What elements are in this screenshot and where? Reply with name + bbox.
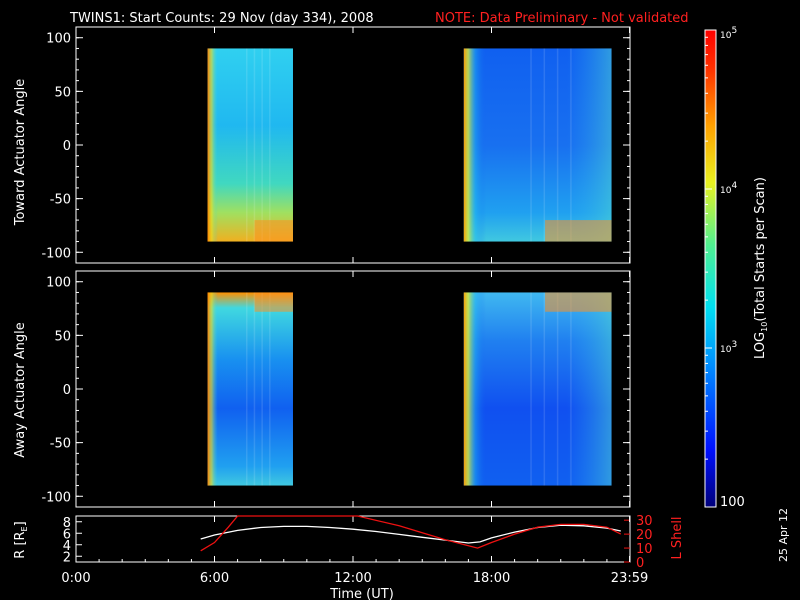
- heatmap-streak: [246, 48, 248, 242]
- preliminary-note: NOTE: Data Preliminary - Not validated: [435, 11, 689, 26]
- x-axis-label: Time (UT): [329, 587, 394, 600]
- colorbar-label-prefix: LOG: [753, 332, 768, 359]
- heatmap-hot-band: [545, 292, 612, 312]
- x-tick-label: 0:00: [61, 571, 90, 586]
- heatmap-streak: [261, 48, 263, 242]
- y-tick-label: -50: [50, 193, 71, 208]
- heatmap-streak: [570, 48, 572, 242]
- heatmap-streak: [570, 292, 572, 486]
- heatmap-streak: [261, 292, 263, 486]
- orbit-y2-tick-label: 10: [636, 542, 653, 557]
- orbit-y2-tick-label: 0: [636, 556, 644, 571]
- orbit-y2label: L Shell: [670, 516, 685, 559]
- colorbar-label-sub: 10: [760, 322, 769, 332]
- orbit-y2-tick-label: 30: [636, 514, 653, 529]
- heatmap-streak: [253, 292, 256, 486]
- orbit-ylabel-sub: E: [20, 526, 29, 531]
- x-tick-label: 18:00: [473, 571, 510, 586]
- y-tick-label: 50: [54, 85, 71, 100]
- orbit-frame: [75, 515, 631, 563]
- heatmap-block-shade: [463, 48, 612, 242]
- x-tick-label: 6:00: [200, 571, 229, 586]
- orbit-lshell-line: [200, 515, 622, 552]
- heatmap-streak: [543, 292, 546, 486]
- heatmap-streak: [246, 292, 248, 486]
- colorbar-tick-exp: 5: [731, 26, 737, 36]
- colorbar-gradient: [704, 29, 717, 508]
- heatmap-streak: [530, 292, 532, 486]
- y-tick-label: -100: [41, 246, 71, 261]
- colorbar-tick-exp: 4: [731, 181, 737, 191]
- heatmap-hot-band: [545, 220, 612, 242]
- colorbar-tick-label: 103: [720, 340, 737, 355]
- toward-actuator-panel: 100 50 0 -50 -100: [41, 26, 631, 264]
- heatmap-hot-band: [254, 220, 293, 242]
- orbit-r-line: [200, 524, 621, 544]
- colorbar-tick-label: 104: [720, 181, 737, 196]
- y-tick-label: 50: [54, 329, 71, 344]
- orbit-y-tick-label: 6: [63, 527, 71, 542]
- heatmap-streak: [253, 48, 256, 242]
- colorbar-label-suffix: (Total Starts per Scan): [753, 177, 768, 322]
- heatmap-streak: [530, 48, 532, 242]
- away-ylabel: Away Actuator Angle: [13, 322, 28, 457]
- heatmap-streak: [556, 48, 559, 242]
- heatmap-block-shade: [207, 48, 293, 242]
- orbit-y-tick-label: 4: [63, 539, 71, 554]
- heatmap-streak: [269, 48, 271, 242]
- colorbar-tick-base: 10: [720, 186, 732, 196]
- orbit-y2-tick-label: 20: [636, 528, 653, 543]
- orbit-y-tick-label: 2: [63, 550, 71, 565]
- orbit-y-tick-label: 8: [63, 516, 71, 531]
- heatmap-block-shade: [207, 292, 293, 486]
- colorbar-tick-base: 10: [720, 345, 732, 355]
- colorbar-label: LOG10(Total Starts per Scan): [753, 177, 769, 359]
- heatmap-streak: [269, 292, 271, 486]
- y-tick-label: -50: [50, 437, 71, 452]
- colorbar-tick-label: 100: [720, 495, 745, 510]
- heatmap-hot-band: [254, 292, 293, 312]
- x-tick-label: 23:59: [611, 571, 648, 586]
- colorbar-tick-exp: 3: [731, 340, 737, 350]
- y-tick-label: -100: [41, 490, 71, 505]
- orbit-ylabel: R [RE]: [13, 521, 29, 558]
- chart-title: TWINS1: Start Counts: 29 Nov (day 334), …: [69, 11, 374, 26]
- date-stamp: 25 Apr 12: [777, 508, 790, 562]
- away-actuator-panel: 100 50 0 -50 -100: [41, 270, 631, 508]
- colorbar-tick-base: 10: [720, 31, 732, 41]
- heatmap-streak: [543, 48, 546, 242]
- x-tick-label: 12:00: [334, 571, 371, 586]
- colorbar-tick-base: 100: [720, 495, 745, 510]
- orbit-ylabel-text: R [R: [13, 531, 28, 558]
- y-tick-label: 0: [63, 383, 71, 398]
- heatmap-streak: [556, 292, 559, 486]
- y-tick-label: 0: [63, 139, 71, 154]
- colorbar-tick-label: 105: [720, 26, 737, 41]
- y-tick-label: 100: [46, 276, 71, 291]
- heatmap-block-shade: [463, 292, 612, 486]
- orbit-ylabel-close: ]: [13, 521, 28, 526]
- y-tick-label: 100: [46, 32, 71, 47]
- toward-ylabel: Toward Actuator Angle: [13, 79, 28, 226]
